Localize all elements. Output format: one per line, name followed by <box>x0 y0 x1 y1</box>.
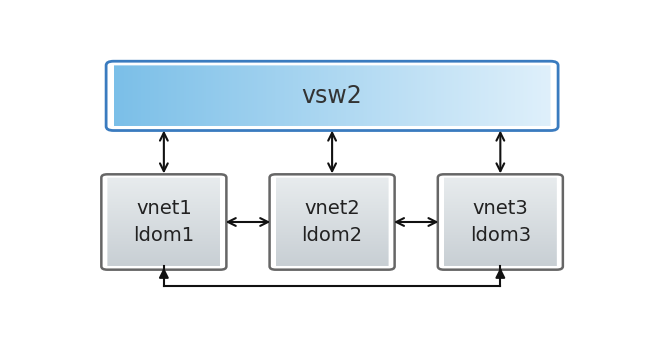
Text: vnet2
ldom2: vnet2 ldom2 <box>301 199 363 245</box>
Text: vsw2: vsw2 <box>302 84 362 108</box>
Text: vnet3
ldom3: vnet3 ldom3 <box>470 199 531 245</box>
Text: vnet1
ldom1: vnet1 ldom1 <box>133 199 194 245</box>
